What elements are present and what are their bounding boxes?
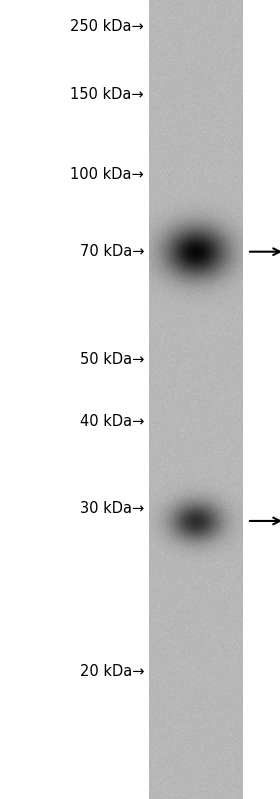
Text: 70 kDa→: 70 kDa→ — [80, 244, 144, 259]
Text: WWW.PTGLAB.COM: WWW.PTGLAB.COM — [189, 324, 203, 475]
Text: 20 kDa→: 20 kDa→ — [80, 664, 144, 678]
Text: 30 kDa→: 30 kDa→ — [80, 502, 144, 516]
Text: 40 kDa→: 40 kDa→ — [80, 414, 144, 428]
Text: 250 kDa→: 250 kDa→ — [70, 19, 144, 34]
Text: 150 kDa→: 150 kDa→ — [70, 87, 144, 101]
Text: 50 kDa→: 50 kDa→ — [80, 352, 144, 367]
Text: 100 kDa→: 100 kDa→ — [70, 167, 144, 181]
